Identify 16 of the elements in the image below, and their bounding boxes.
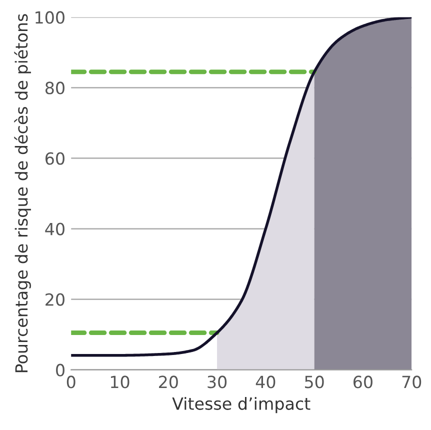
x-tick-label: 50 — [305, 376, 324, 388]
x-axis-title: Vitesse d’impact — [172, 397, 310, 414]
y-tick-label: 60 — [46, 152, 64, 165]
x-tick-label: 20 — [159, 376, 178, 388]
x-tick-label: 40 — [256, 376, 276, 388]
y-axis-title: Pourcentage de risque de décès de piétons — [14, 14, 31, 372]
y-tick-label: 100 — [36, 11, 64, 24]
x-tick-label: 10 — [110, 376, 130, 388]
x-tick-label: 60 — [354, 376, 372, 388]
y-tick-label: 40 — [45, 222, 64, 236]
y-tick-label: 0 — [56, 364, 64, 376]
y-tick-label: 80 — [45, 82, 64, 94]
x-tick-label: 70 — [402, 376, 422, 388]
x-tick-label: 30 — [208, 376, 227, 388]
x-tick-label: 0 — [66, 376, 76, 388]
y-tick-label: 20 — [46, 293, 64, 306]
